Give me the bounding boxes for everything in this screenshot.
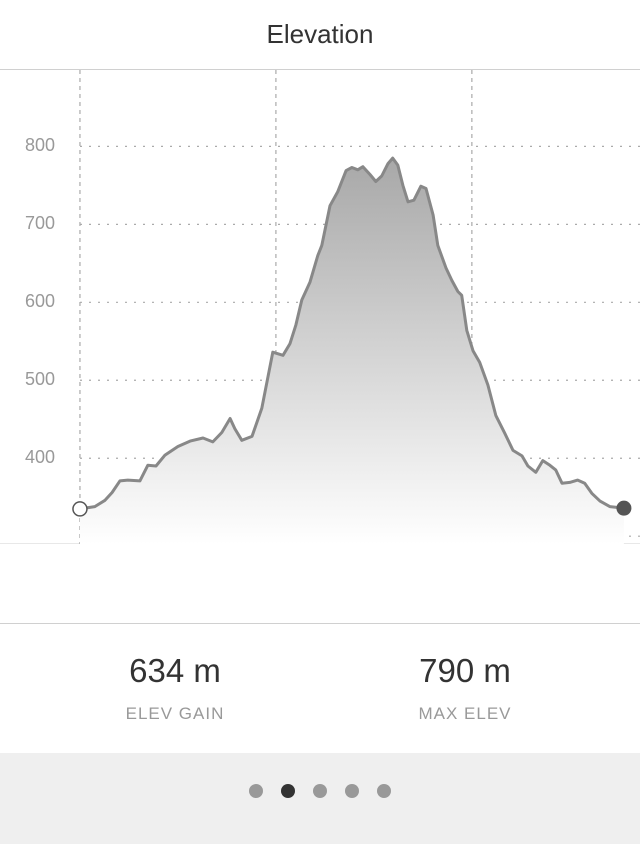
y-tick-label: 500 [25,369,55,389]
stat-label: MAX ELEV [418,704,512,723]
elevation-area [80,158,624,544]
header-title: Elevation [0,0,640,70]
page-dot[interactable] [345,784,359,798]
stat: 790 m MAX ELEV [365,624,565,724]
stat-label: ELEV GAIN [125,704,225,723]
end-point [616,500,632,516]
stat-value: 790 m [419,652,511,689]
y-tick-label: 800 [25,135,55,155]
y-tick-label: 600 [25,291,55,311]
stat-value: 634 m [129,652,221,689]
page-dot[interactable] [249,784,263,798]
page-dot-active[interactable] [281,784,295,798]
elevation-chart: 400500600700800km510 [0,70,640,544]
page-indicator [0,753,640,844]
page-dot[interactable] [377,784,391,798]
stats: 634 m ELEV GAIN 790 m MAX ELEV [0,623,640,754]
y-tick-label: 400 [25,447,55,467]
start-point [72,501,88,517]
stat: 634 m ELEV GAIN [75,624,275,724]
elevation-line [79,156,625,511]
page-dot[interactable] [313,784,327,798]
y-tick-label: 700 [25,213,55,233]
